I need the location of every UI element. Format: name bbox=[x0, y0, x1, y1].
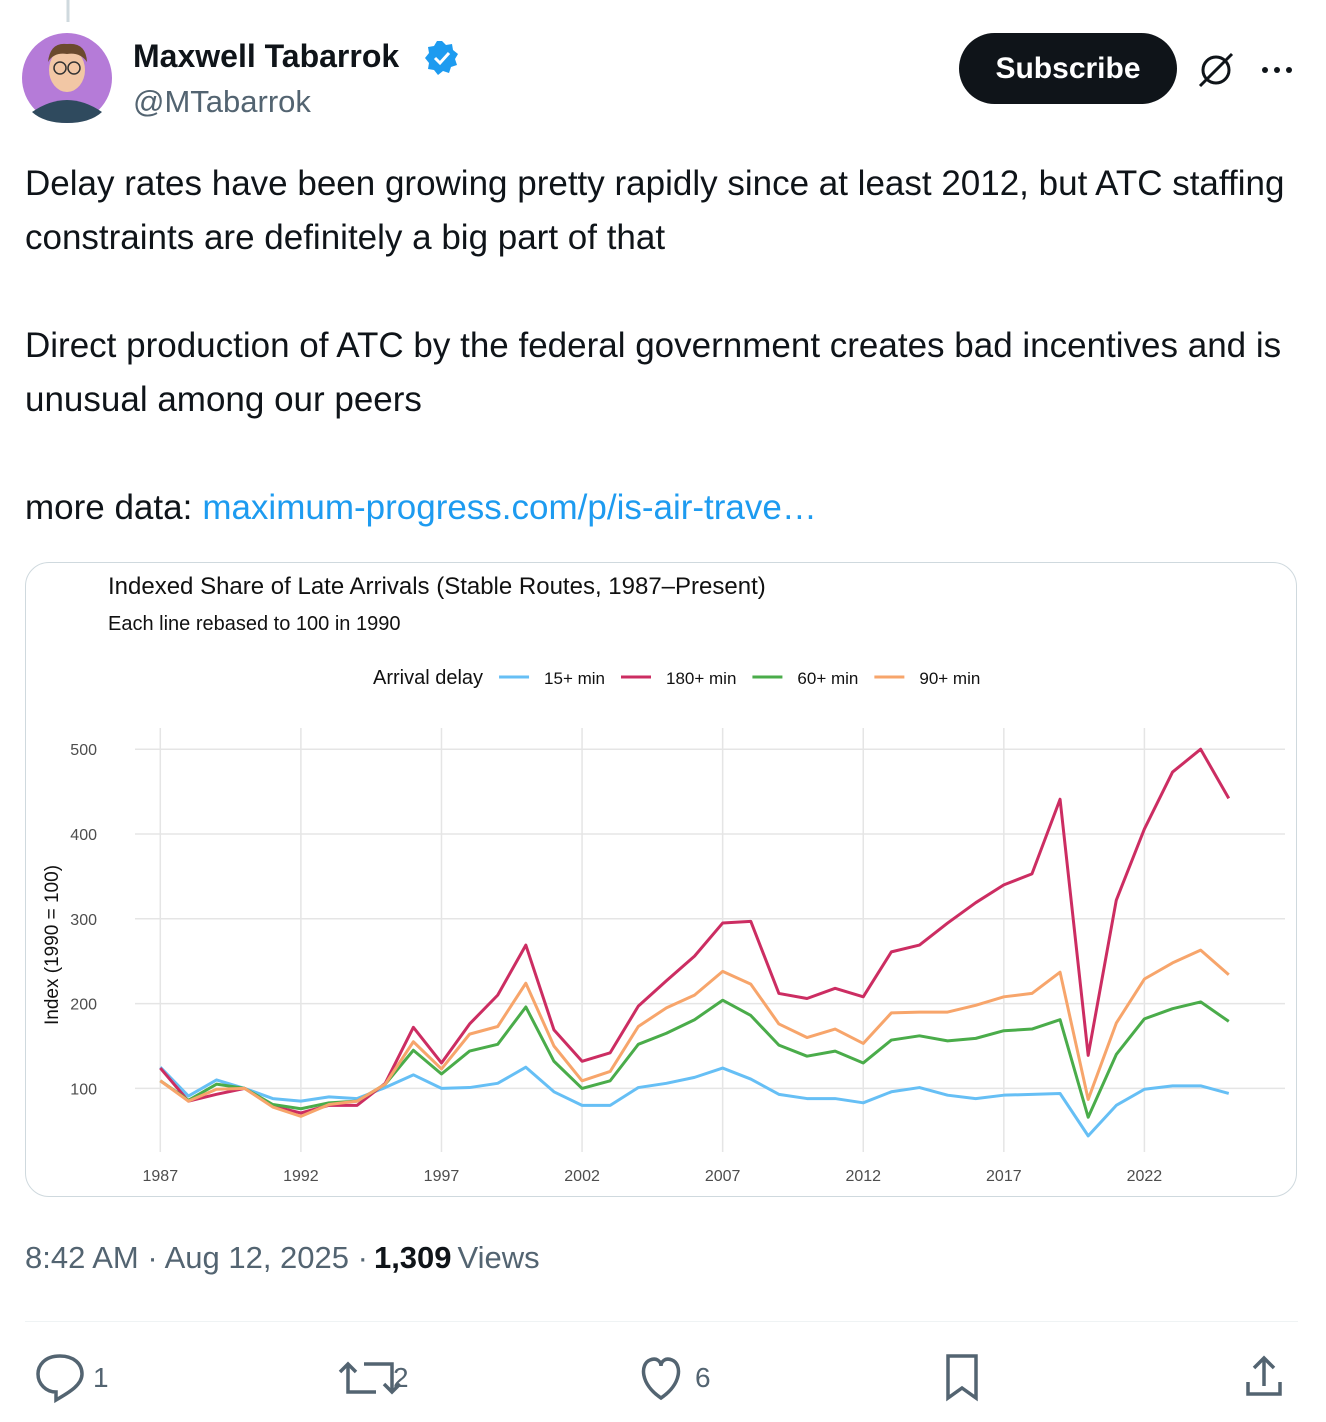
paragraph: Direct production of ATC by the federal … bbox=[25, 326, 1282, 419]
y-tick-label: 500 bbox=[70, 742, 97, 759]
more-icon[interactable] bbox=[1262, 67, 1292, 73]
x-tick-label: 1992 bbox=[283, 1168, 319, 1185]
author-handle[interactable]: @MTabarrok bbox=[133, 84, 311, 119]
bookmark-icon[interactable] bbox=[946, 1354, 978, 1402]
share-icon[interactable] bbox=[1246, 1355, 1282, 1396]
more-label: more data: bbox=[25, 488, 193, 527]
timestamp[interactable]: 8:42 AM · Aug 12, 2025 · bbox=[25, 1240, 368, 1275]
media-card[interactable]: Indexed Share of Late Arrivals (Stable R… bbox=[25, 562, 1297, 1197]
y-tick-label: 300 bbox=[70, 912, 97, 929]
repost-icon[interactable] bbox=[338, 1361, 402, 1395]
legend-label: 180+ min bbox=[666, 669, 736, 688]
chart-subtitle: Each line rebased to 100 in 1990 bbox=[108, 613, 400, 635]
tweet-meta: 8:42 AM · Aug 12, 2025 · 1,309 Views bbox=[25, 1240, 540, 1276]
x-tick-label: 2017 bbox=[986, 1168, 1022, 1185]
views-label: Views bbox=[457, 1240, 540, 1275]
legend-title: Arrival delay bbox=[373, 667, 483, 689]
series-line bbox=[159, 998, 1230, 1119]
y-tick-label: 200 bbox=[70, 997, 97, 1014]
x-tick-label: 2002 bbox=[564, 1168, 600, 1185]
grok-icon[interactable] bbox=[1201, 55, 1231, 85]
x-tick-label: 2007 bbox=[705, 1168, 741, 1185]
author-name[interactable]: Maxwell Tabarrok bbox=[133, 38, 400, 74]
series-line bbox=[159, 948, 1230, 1118]
action-bar bbox=[36, 1354, 1282, 1404]
x-tick-label: 2022 bbox=[1127, 1168, 1163, 1185]
y-axis-label: Index (1990 = 100) bbox=[42, 865, 63, 1025]
divider bbox=[25, 1321, 1298, 1322]
paragraph: Delay rates have been growing pretty rap… bbox=[25, 164, 1285, 257]
avatar-area bbox=[22, 0, 112, 123]
series-line bbox=[159, 747, 1231, 1115]
series-line bbox=[159, 1065, 1230, 1138]
legend-label: 15+ min bbox=[544, 669, 605, 688]
verified-badge bbox=[425, 41, 458, 75]
repost-count: 2 bbox=[393, 1362, 409, 1393]
like-icon[interactable] bbox=[641, 1357, 681, 1401]
link[interactable]: maximum-progress.com/p/is-air-trave… bbox=[202, 488, 817, 527]
y-tick-label: 100 bbox=[70, 1081, 97, 1098]
view-count: 1,309 bbox=[373, 1240, 452, 1275]
legend-label: 90+ min bbox=[919, 669, 980, 688]
header-icons bbox=[1198, 52, 1292, 88]
x-tick-label: 1997 bbox=[424, 1168, 460, 1185]
chart: Indexed Share of Late Arrivals (Stable R… bbox=[42, 573, 1285, 1185]
legend-label: 60+ min bbox=[797, 669, 858, 688]
tweet-text: Delay rates have been growing pretty rap… bbox=[25, 157, 1320, 589]
x-tick-label: 1987 bbox=[143, 1168, 179, 1185]
y-tick-label: 400 bbox=[70, 827, 97, 844]
reply-icon[interactable] bbox=[36, 1354, 84, 1404]
like-count: 6 bbox=[695, 1362, 711, 1393]
x-tick-label: 2012 bbox=[845, 1168, 881, 1185]
paragraph: more data: maximum-progress.com/p/is-air-… bbox=[25, 481, 1320, 535]
reply-count: 1 bbox=[93, 1362, 109, 1393]
subscribe-button[interactable]: Subscribe bbox=[959, 33, 1177, 104]
chart-title: Indexed Share of Late Arrivals (Stable R… bbox=[108, 573, 766, 600]
